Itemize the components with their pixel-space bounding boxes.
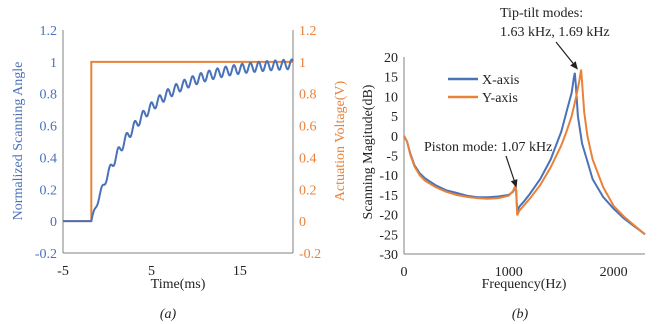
panel-b-axes bbox=[403, 57, 645, 255]
panel-b-y-tick: -30 bbox=[379, 248, 398, 263]
panel-a-y-tick: 0 bbox=[50, 215, 57, 230]
panel-a-y2-tick: -0.2 bbox=[299, 247, 321, 262]
panel-b-y-axis-series-line bbox=[403, 69, 646, 236]
panel-a-y2-tick: 1.2 bbox=[299, 24, 317, 39]
annotation-tip-tilt-line-2: 1.63 kHz, 1.69 kHz bbox=[500, 25, 610, 40]
annotation-piston-arrow bbox=[505, 155, 515, 181]
panel-a-y-tick: 0.4 bbox=[40, 151, 58, 166]
legend: X-axis Y-axis bbox=[448, 73, 519, 106]
panel-a: -0.2 0 0.2 0.4 0.6 0.8 1 1.2 -0.2 0 0.2 0.4 0.6 0.8 1… bbox=[11, 24, 348, 322]
annotation-tip-tilt-arrowhead bbox=[570, 61, 578, 70]
panel-a-y2-tick: 1 bbox=[299, 56, 306, 71]
panel-a-xlabel: Time(ms) bbox=[151, 277, 206, 292]
panel-a-x-tick-labels: -5 5 15 bbox=[57, 264, 247, 279]
legend-x-axis-label: X-axis bbox=[482, 73, 519, 88]
panel-b-y-tick: 5 bbox=[391, 110, 398, 125]
panel-a-axes bbox=[62, 30, 294, 254]
panel-a-label: (a) bbox=[160, 307, 177, 322]
panel-b-y-tick: 20 bbox=[384, 51, 398, 66]
panel-b-x-tick: 2000 bbox=[600, 265, 628, 280]
annotation-piston-text: Piston mode: 1.07 kHz bbox=[424, 140, 552, 155]
panel-a-angle-line bbox=[63, 58, 294, 223]
panel-b-ylabel: Scanning Magitude(dB) bbox=[361, 84, 376, 219]
panel-b-y-tick: 15 bbox=[384, 71, 398, 86]
panel-b-x-tick: 1000 bbox=[495, 265, 523, 280]
panel-b-xlabel: Frequency(Hz) bbox=[482, 277, 567, 292]
panel-a-y-tick: 0.2 bbox=[40, 183, 58, 198]
panel-a-y-tick: 0.6 bbox=[40, 120, 58, 135]
panel-a-y-tick-labels: -0.2 0 0.2 0.4 0.6 0.8 1 1.2 bbox=[35, 24, 57, 262]
panel-a-y-tick: 1 bbox=[50, 56, 57, 71]
panel-a-ylabel: Normalized Scanning Angle bbox=[11, 62, 26, 221]
annotation-tip-tilt-line-1: Tip-tilt modes: bbox=[500, 6, 583, 21]
panel-b-y-tick: -10 bbox=[379, 169, 398, 184]
panel-b-y-tick: 10 bbox=[384, 90, 398, 105]
panel-a-y2label: Actuation Voltage(V) bbox=[333, 80, 348, 201]
panel-b-x-tick: 0 bbox=[401, 265, 408, 280]
panel-a-y2-tick-labels: -0.2 0 0.2 0.4 0.6 0.8 1 1.2 bbox=[299, 24, 321, 262]
panel-a-y2-tick: 0.8 bbox=[299, 88, 317, 103]
panel-b-y-tick: -5 bbox=[386, 150, 398, 165]
panel-a-y-tick: -0.2 bbox=[35, 247, 57, 262]
annotation-tip-tilt: Tip-tilt modes: 1.63 kHz, 1.69 kHz bbox=[500, 6, 610, 70]
panel-b-y-tick: -25 bbox=[379, 228, 398, 243]
panel-b-x-tick-labels: 0 1000 2000 bbox=[401, 265, 628, 280]
panel-a-x-tick: -5 bbox=[57, 264, 69, 279]
panel-a-x-tick: 15 bbox=[233, 264, 247, 279]
panel-b: -30 -25 -20 -15 -10 -5 0 5 10 15 20 0 1000 2000 X-ax… bbox=[361, 6, 646, 322]
panel-b-x-axis-series-line bbox=[403, 72, 646, 236]
panel-a-y2-tick: 0.4 bbox=[299, 151, 317, 166]
annotation-piston-arrowhead bbox=[510, 179, 518, 188]
panel-b-y-tick-labels: -30 -25 -20 -15 -10 -5 0 5 10 15 20 bbox=[379, 51, 398, 263]
legend-y-axis-label: Y-axis bbox=[482, 91, 518, 106]
panel-a-y2-tick: 0.2 bbox=[299, 183, 317, 198]
panel-b-y-tick: 0 bbox=[391, 130, 398, 145]
panel-a-y-tick: 1.2 bbox=[40, 24, 58, 39]
annotation-piston: Piston mode: 1.07 kHz bbox=[424, 140, 552, 188]
annotation-tip-tilt-arrow bbox=[555, 41, 574, 64]
panel-a-y-tick: 0.8 bbox=[40, 88, 58, 103]
panel-a-y2-tick: 0.6 bbox=[299, 120, 317, 135]
panel-b-label: (b) bbox=[512, 307, 529, 322]
panel-b-y-tick: -20 bbox=[379, 209, 398, 224]
panel-a-x-tick: 5 bbox=[148, 264, 155, 279]
panel-a-y2-tick: 0 bbox=[299, 215, 306, 230]
panel-b-y-tick: -15 bbox=[379, 189, 398, 204]
